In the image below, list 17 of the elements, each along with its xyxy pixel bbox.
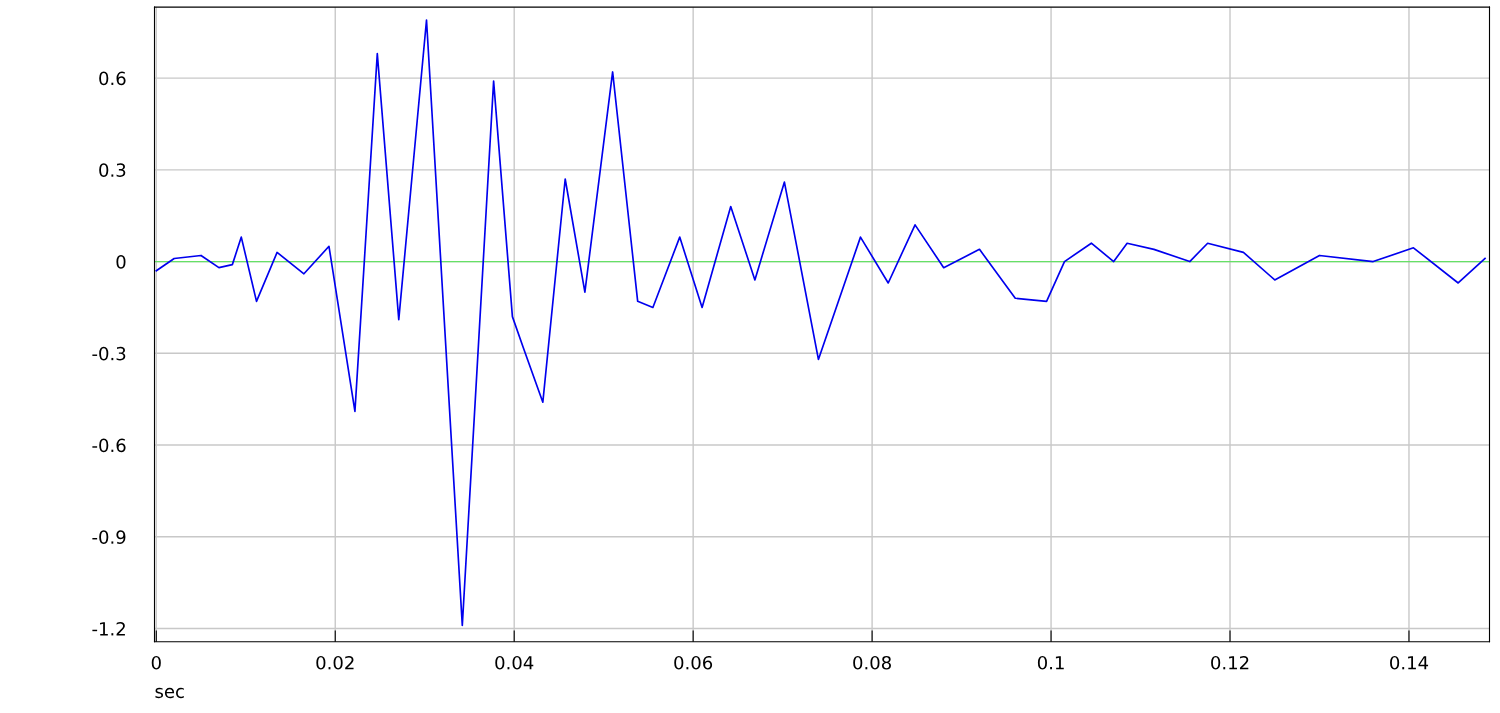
x-tick-label: 0.14 [1390, 655, 1429, 670]
line-series [155, 19, 1486, 627]
y-tick-label: 0.6 [99, 71, 126, 86]
y-tick-label: 0 [116, 255, 126, 269]
y-tick-label: 0.3 [99, 163, 126, 177]
x-tick-label: 0.04 [495, 655, 534, 670]
y-tick-label: -1.2 [92, 622, 125, 636]
y-tick-label: -0.3 [92, 346, 126, 361]
x-tick-label: 0 [151, 655, 161, 670]
x-tick-label: 0.08 [853, 655, 891, 670]
x-tick-label: 0.1 [1037, 655, 1064, 670]
x-axis-title: sec [155, 687, 184, 699]
x-tick-label: 0.02 [316, 655, 354, 670]
y-tick-label: -0.9 [92, 530, 126, 544]
x-tick-label: 0.06 [674, 655, 713, 670]
x-tick-label: 0.12 [1211, 655, 1249, 670]
y-tick-label: -0.6 [92, 438, 126, 453]
